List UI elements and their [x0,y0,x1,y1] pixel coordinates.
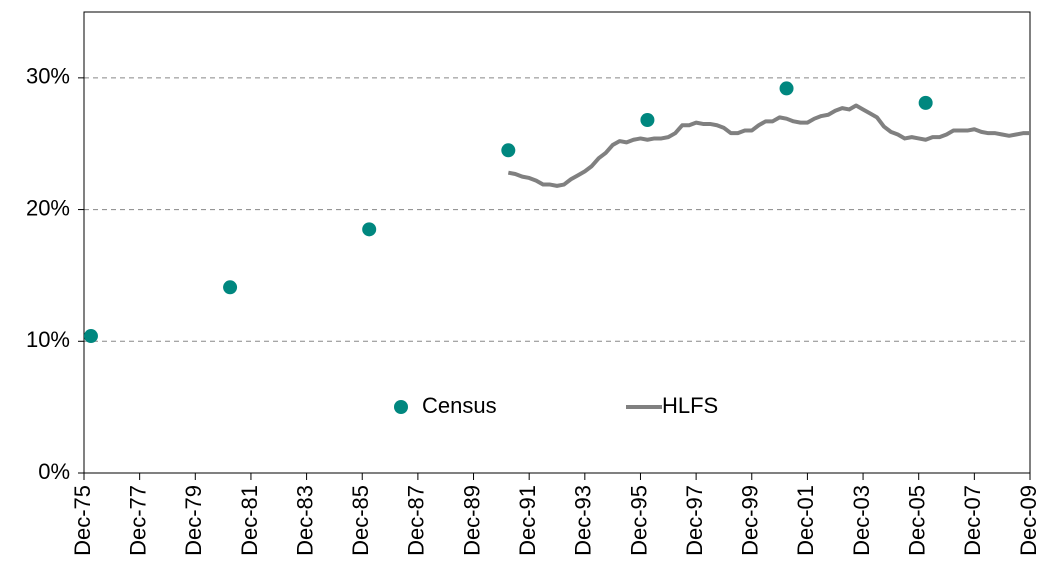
x-tick-label: Dec-93 [571,485,596,556]
x-tick-label: Dec-09 [1016,485,1041,556]
x-tick-label: Dec-91 [515,485,540,556]
legend-label: Census [422,393,497,418]
census-point [640,113,655,128]
x-tick-label: Dec-05 [905,485,930,556]
x-tick-label: Dec-81 [237,485,262,556]
y-tick-label: 10% [26,327,70,352]
x-tick-label: Dec-89 [459,485,484,556]
x-tick-label: Dec-79 [181,485,206,556]
x-tick-label: Dec-83 [292,485,317,556]
hlfs-line [507,103,1030,188]
x-tick-label: Dec-75 [70,485,95,556]
x-tick-label: Dec-99 [738,485,763,556]
x-tick-label: Dec-95 [626,485,651,556]
x-tick-label: Dec-87 [404,485,429,556]
x-tick-label: Dec-03 [849,485,874,556]
x-tick-label: Dec-07 [960,485,985,556]
plot-area [83,11,1031,474]
legend-marker [394,400,408,414]
x-tick-label: Dec-97 [682,485,707,556]
y-tick-label: 30% [26,64,70,89]
x-tick-label: Dec-77 [125,485,150,556]
census-point [223,280,238,295]
y-tick-label: 0% [38,459,70,484]
census-point [918,95,933,110]
census-point [362,222,377,237]
census-point [83,329,98,344]
census-point [779,81,794,96]
legend-label: HLFS [662,393,718,418]
x-tick-label: Dec-85 [348,485,373,556]
x-tick-label: Dec-01 [793,485,818,556]
census-point [501,143,516,158]
y-tick-label: 20% [26,195,70,220]
